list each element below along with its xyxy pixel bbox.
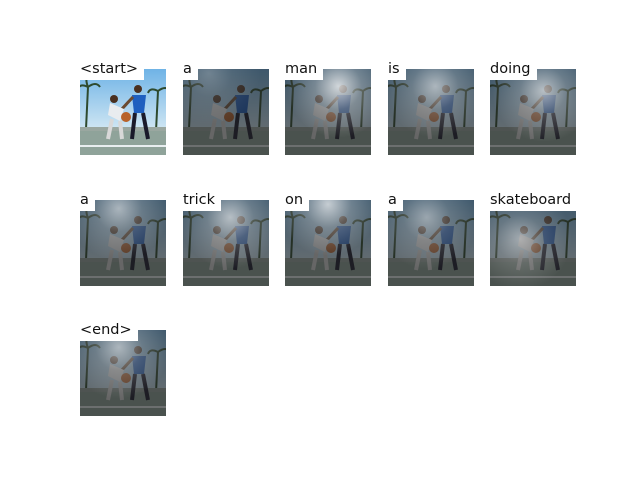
attention-step-5: a (80, 189, 166, 286)
attention-step-1: a (183, 58, 269, 155)
attention-step-4: doing (490, 58, 576, 155)
attention-step-2: man (285, 58, 371, 155)
token-label: skateboard (490, 189, 578, 211)
token-label: trick (183, 189, 222, 211)
attention-step-7: on (285, 189, 371, 286)
attention-map (80, 200, 166, 286)
token-label: a (183, 58, 198, 80)
attention-map (490, 200, 576, 286)
attention-map (388, 69, 474, 155)
attention-step-10: <end> (80, 319, 166, 416)
source-image (80, 69, 166, 155)
attention-step-9: skateboard (490, 189, 578, 286)
attention-step-0: <start> (80, 58, 166, 155)
token-label: a (388, 189, 403, 211)
attention-map (285, 200, 371, 286)
attention-map (490, 69, 576, 155)
attention-step-8: a (388, 189, 474, 286)
token-label: a (80, 189, 95, 211)
token-label: doing (490, 58, 537, 80)
token-label: man (285, 58, 324, 80)
attention-map (183, 200, 269, 286)
attention-map (388, 200, 474, 286)
attention-map (285, 69, 371, 155)
token-label: <start> (80, 58, 145, 80)
attention-step-6: trick (183, 189, 269, 286)
attention-map (183, 69, 269, 155)
token-label: on (285, 189, 310, 211)
attention-step-3: is (388, 58, 474, 155)
token-label: <end> (80, 319, 138, 341)
token-label: is (388, 58, 406, 80)
attention-map (80, 330, 166, 416)
